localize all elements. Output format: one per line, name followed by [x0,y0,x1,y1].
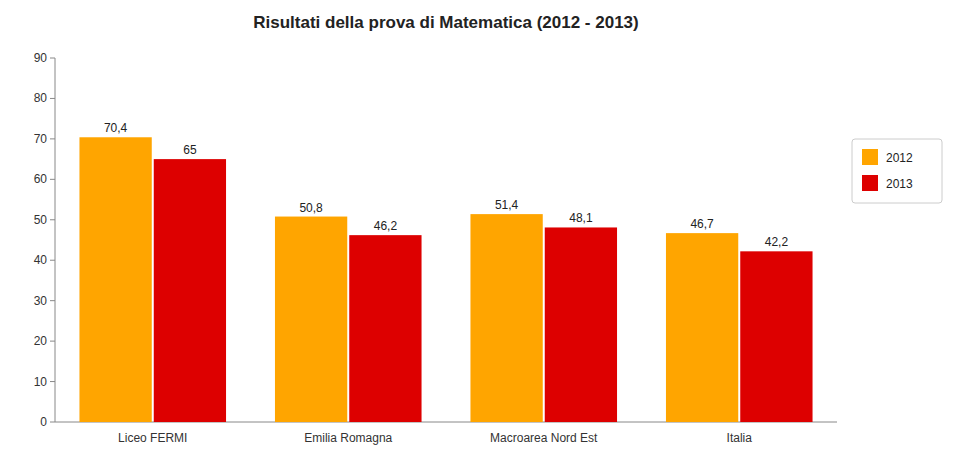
data-label: 51,4 [495,198,519,212]
legend-swatch [862,149,878,165]
legend-label: 2012 [886,151,913,165]
y-tick-label: 20 [34,334,48,348]
y-tick [50,98,55,99]
bar [470,214,542,422]
y-tick-label: 30 [34,294,48,308]
bar [154,159,226,422]
y-tick [50,138,55,139]
bar [275,217,347,422]
y-tick-label: 10 [34,375,48,389]
data-label: 42,2 [765,235,789,249]
bar [740,251,812,422]
x-axis: Liceo FERMI Emilia Romagna Macroarea Nord … [55,422,837,445]
bar [79,137,151,422]
data-label: 48,1 [569,211,593,225]
title: Risultati della prova di Matematica (201… [253,13,638,32]
y-tick-label: 90 [34,51,48,65]
bar [349,235,421,422]
y-tick [50,300,55,301]
data-label: 65 [183,143,197,157]
y-tick-label: 60 [34,172,48,186]
data-label: 46,2 [374,219,398,233]
x-tick-label: Emilia Romagna [304,431,392,445]
chart-container: Risultati della prova di Matematica (201… [0,0,967,467]
x-tick-label: Liceo FERMI [118,431,187,445]
y-tick-label: 0 [40,415,47,429]
y-tick [50,381,55,382]
bar [545,227,617,422]
data-label: 70,4 [104,121,128,135]
y-axis-line [55,58,56,422]
y-tick-label: 50 [34,213,48,227]
bars [79,137,812,422]
y-tick [50,422,55,423]
y-tick [50,179,55,180]
x-tick-label: Italia [727,431,753,445]
bar [666,233,738,422]
y-tick-label: 80 [34,91,48,105]
y-tick [50,58,55,59]
data-label: 46,7 [690,217,714,231]
y-tick [50,219,55,220]
data-label: 50,8 [299,201,323,215]
legend-box [852,139,942,203]
y-tick [50,341,55,342]
legend-label: 2013 [886,177,913,191]
y-tick [50,260,55,261]
legend: 2012 2013 [852,139,942,203]
data-labels: 70,4 50,8 51,4 46,7 65 46,2 48,1 42,2 [104,121,788,249]
chart: Risultati della prova di Matematica (201… [0,0,967,467]
legend-swatch [862,175,878,191]
x-tick-label: Macroarea Nord Est [490,431,598,445]
y-tick-label: 40 [34,253,48,267]
y-axis: 0 10 20 30 40 50 60 70 80 90 [34,51,55,429]
y-tick-label: 70 [34,132,48,146]
